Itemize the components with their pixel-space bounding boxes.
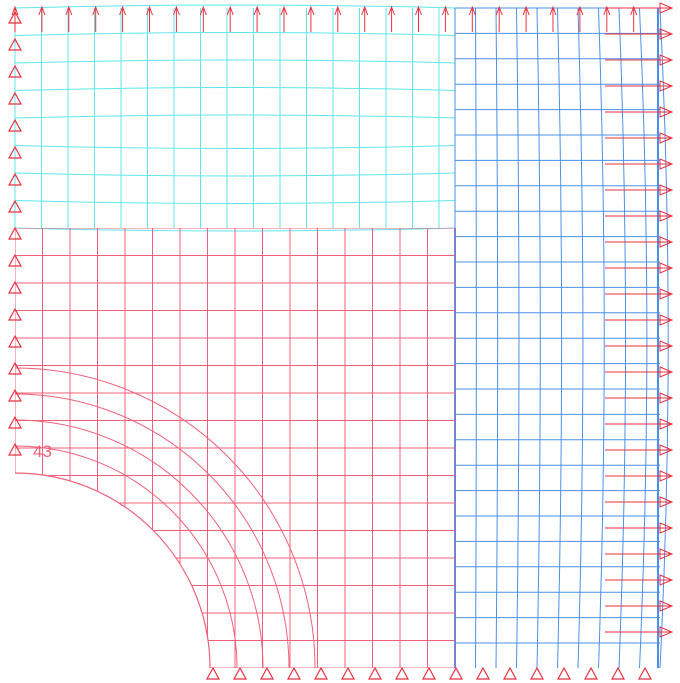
background <box>0 0 680 683</box>
mesh-view: 43 <box>0 0 680 683</box>
node-label: 43 <box>33 442 52 461</box>
